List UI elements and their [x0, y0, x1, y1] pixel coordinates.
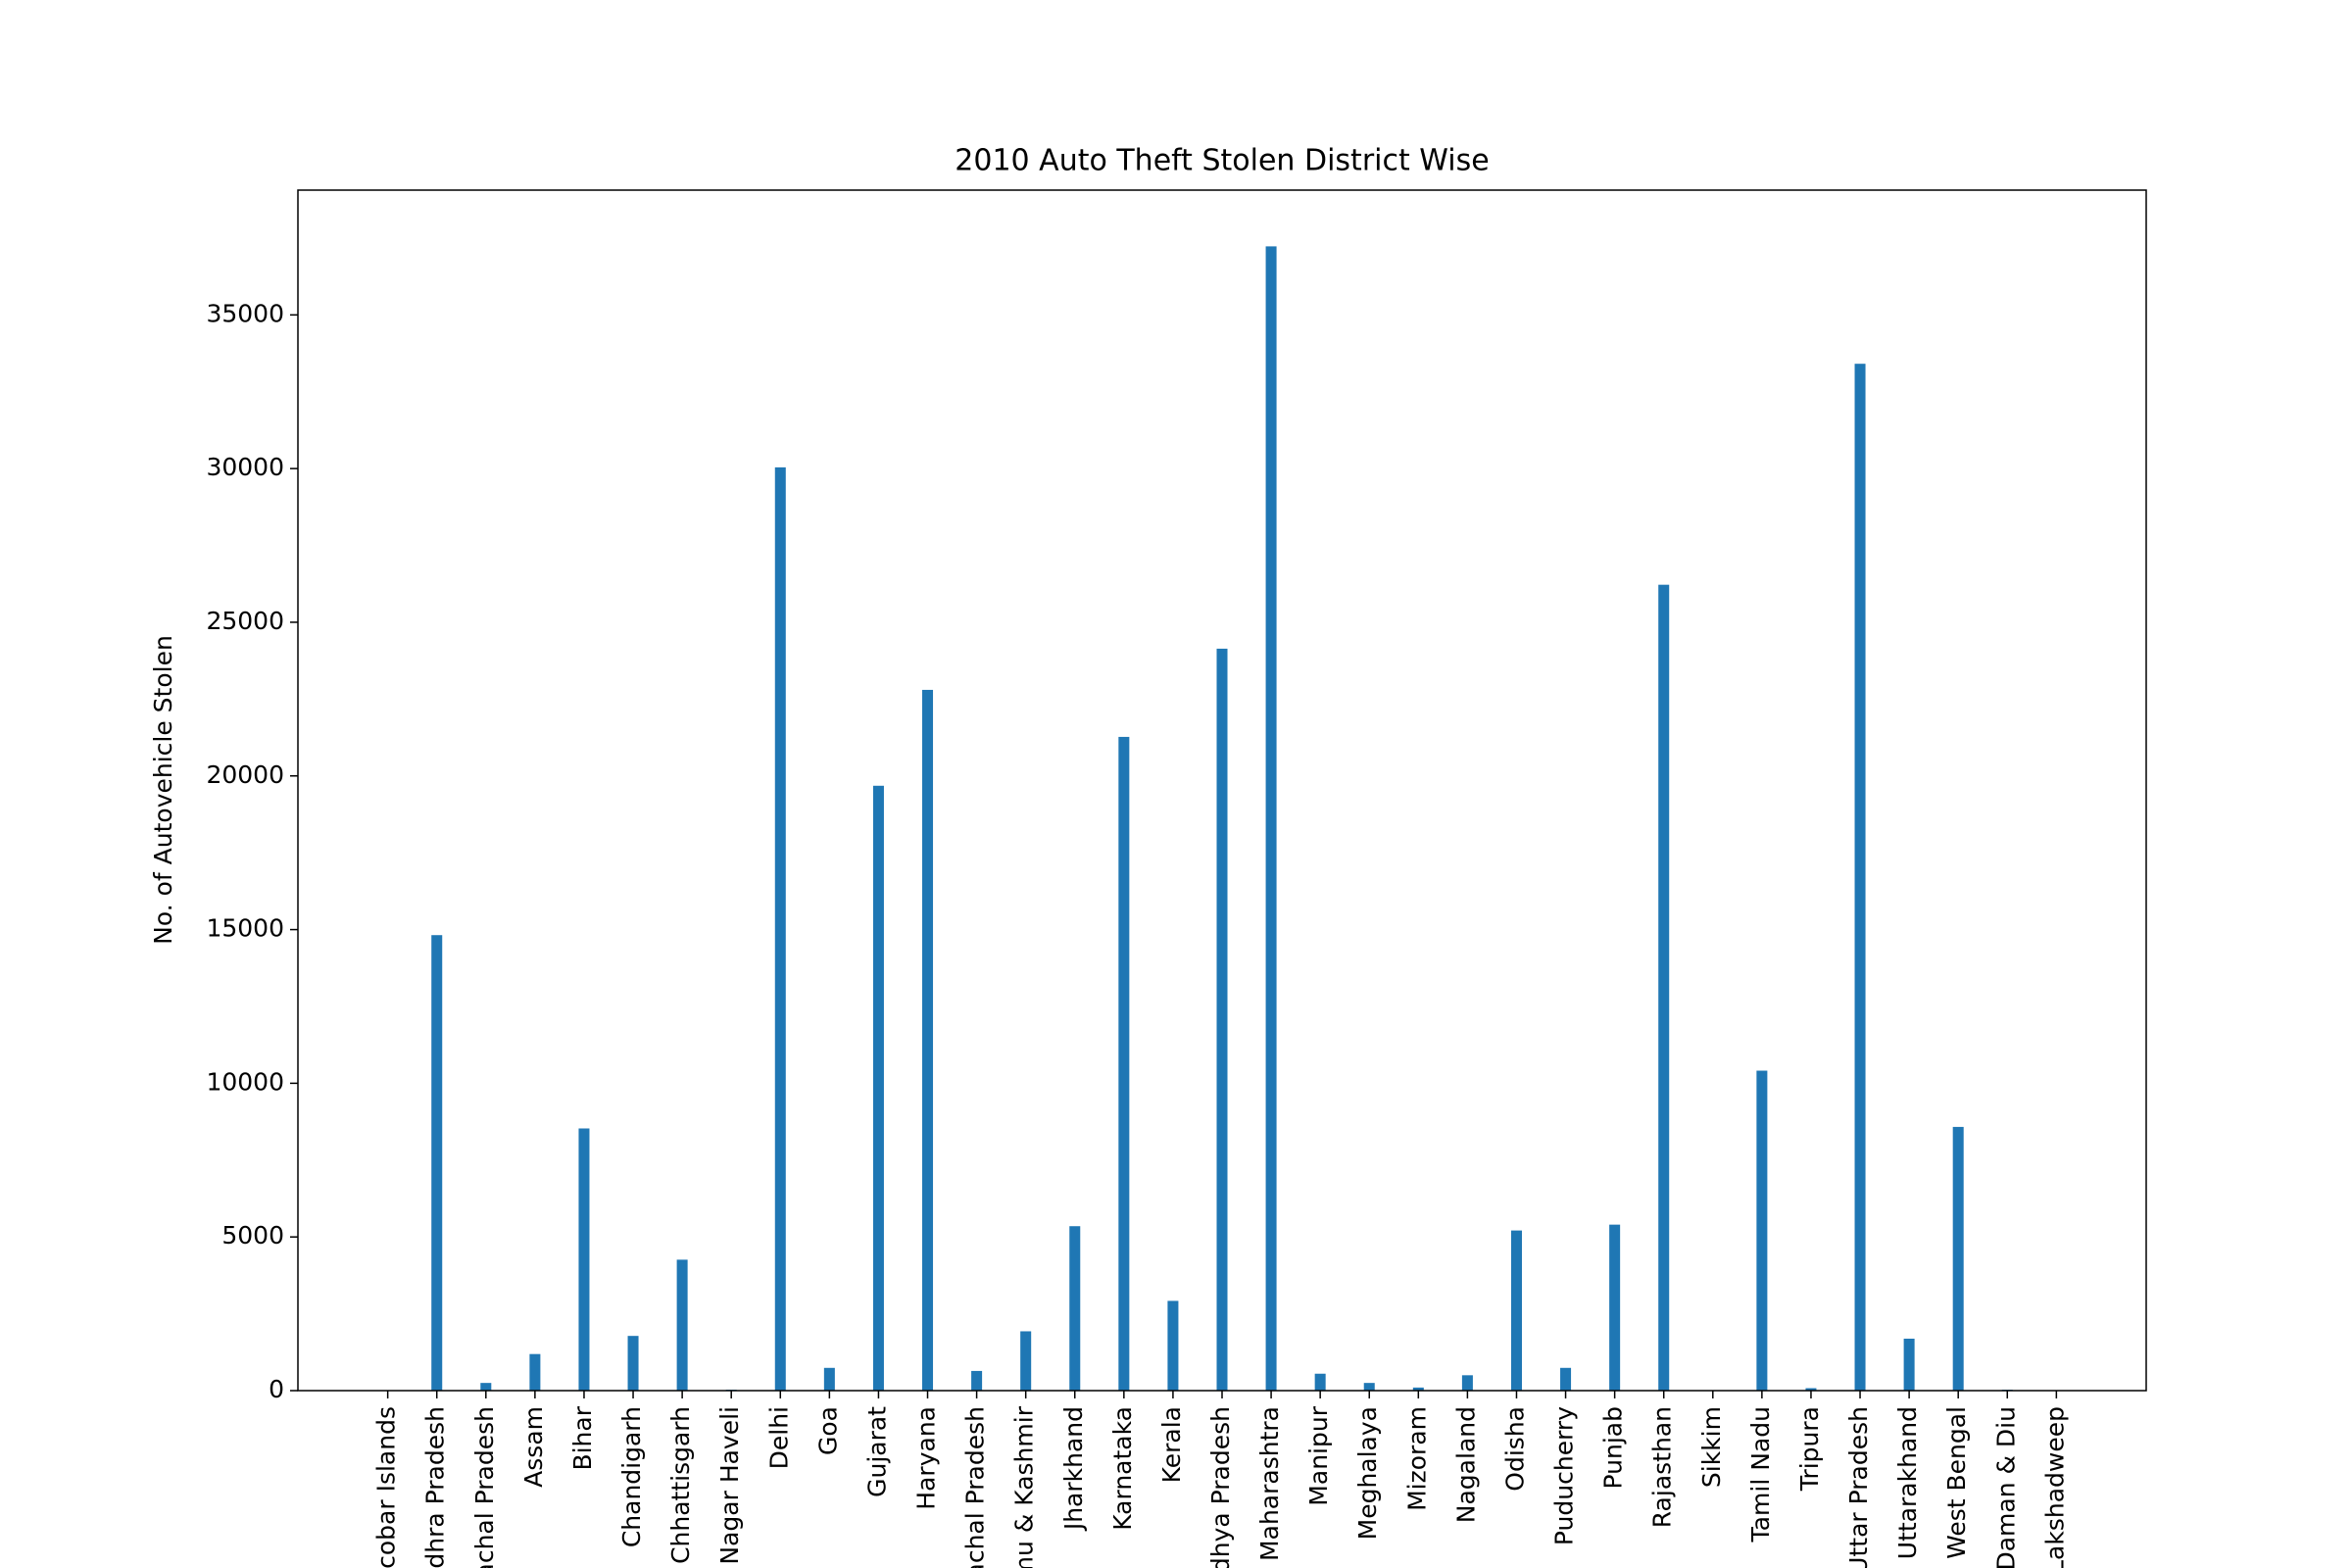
bar	[1020, 1331, 1032, 1391]
bar	[1854, 364, 1866, 1392]
x-tick-label: Madhya Pradesh	[1206, 1406, 1235, 1568]
bar	[1412, 1387, 1424, 1391]
x-tick-label: Gujarat	[862, 1406, 891, 1497]
y-axis-label: No. of Autovehicle Stolen	[149, 635, 177, 945]
x-tick-label: Kerala	[1157, 1406, 1186, 1483]
y-tick-label: 15000	[206, 914, 284, 943]
x-tick-label: Andhra Pradesh	[421, 1406, 450, 1568]
x-tick-label: Haryana	[912, 1406, 941, 1510]
x-tick-label: Delhi	[764, 1406, 793, 1469]
bar	[1069, 1226, 1081, 1391]
x-tick-label: Karnataka	[1108, 1406, 1137, 1531]
bar	[922, 689, 934, 1391]
bar	[676, 1259, 688, 1391]
bar	[1658, 584, 1670, 1391]
bar	[431, 935, 443, 1391]
bar	[1609, 1224, 1621, 1391]
x-tick-label: Tamil Nadu	[1746, 1406, 1775, 1543]
x-tick-label: Himachal Pradesh	[961, 1406, 990, 1568]
x-tick-label: Tripura	[1795, 1406, 1824, 1492]
bar	[627, 1336, 639, 1391]
x-tick-label: Odisha	[1500, 1406, 1529, 1492]
bar	[1265, 246, 1277, 1392]
x-tick-label: West Bengal	[1942, 1406, 1971, 1559]
x-tick-label: Puducherry	[1550, 1406, 1579, 1545]
bar	[480, 1383, 492, 1391]
x-tick-label: Chandigarh	[617, 1406, 646, 1547]
bar	[578, 1128, 590, 1391]
chart-title: 2010 Auto Theft Stolen District Wise	[955, 144, 1489, 178]
bar	[971, 1370, 983, 1391]
x-tick-label: Punjab	[1599, 1406, 1628, 1489]
y-tick-label: 30000	[206, 453, 284, 481]
x-tick-label: Chhattisgarh	[666, 1406, 695, 1564]
x-tick-label: Uttarakhand	[1893, 1406, 1922, 1559]
plot-frame	[297, 189, 2147, 1392]
bar	[872, 785, 884, 1391]
bar	[1167, 1300, 1179, 1391]
x-tick-label: Arunachal Pradesh	[470, 1406, 499, 1568]
x-tick-label: Dadra & Nagar Haveli	[715, 1406, 744, 1568]
bar	[1756, 1070, 1768, 1391]
x-tick-label: Goa	[813, 1406, 842, 1455]
x-tick-label: Mizoram	[1402, 1406, 1431, 1511]
x-tick-label: Assam	[519, 1406, 548, 1488]
bar	[823, 1367, 835, 1391]
bar	[1510, 1230, 1522, 1391]
y-tick-label: 25000	[206, 607, 284, 635]
x-tick-label: Sikkim	[1697, 1406, 1726, 1488]
bar	[1903, 1338, 1915, 1391]
x-tick-label: Daman & Diu	[1991, 1406, 2020, 1568]
bar	[1461, 1375, 1473, 1391]
x-tick-label: Andaman & Nicobar Islands	[372, 1406, 401, 1568]
bar	[1363, 1383, 1375, 1391]
bar	[1314, 1373, 1326, 1391]
x-tick-label: Meghalaya	[1353, 1406, 1382, 1540]
x-tick-label: Maharashtra	[1255, 1406, 1284, 1561]
x-tick-label: Jharkhand	[1059, 1406, 1088, 1532]
bar	[1216, 648, 1228, 1391]
y-tick-label: 5000	[221, 1221, 284, 1250]
x-tick-label: Manipur	[1304, 1405, 1333, 1505]
y-tick-label: 20000	[206, 760, 284, 789]
y-tick-label: 0	[269, 1375, 284, 1403]
y-tick-label: 35000	[206, 299, 284, 327]
x-tick-label: Lakshadweep	[2040, 1406, 2069, 1568]
bar	[1560, 1367, 1572, 1391]
x-tick-label: Nagaland	[1451, 1406, 1480, 1523]
bar	[1952, 1126, 1964, 1391]
bar	[529, 1353, 541, 1391]
x-tick-label: Uttar Pradesh	[1844, 1406, 1873, 1568]
x-tick-label: Rajasthan	[1648, 1406, 1677, 1528]
bar	[1805, 1388, 1817, 1391]
bar	[774, 466, 786, 1391]
bar	[1118, 736, 1130, 1391]
x-tick-label: Bihar	[568, 1405, 597, 1470]
y-tick-label: 10000	[206, 1067, 284, 1096]
x-tick-label: Jammu & Kashmir	[1010, 1405, 1039, 1568]
